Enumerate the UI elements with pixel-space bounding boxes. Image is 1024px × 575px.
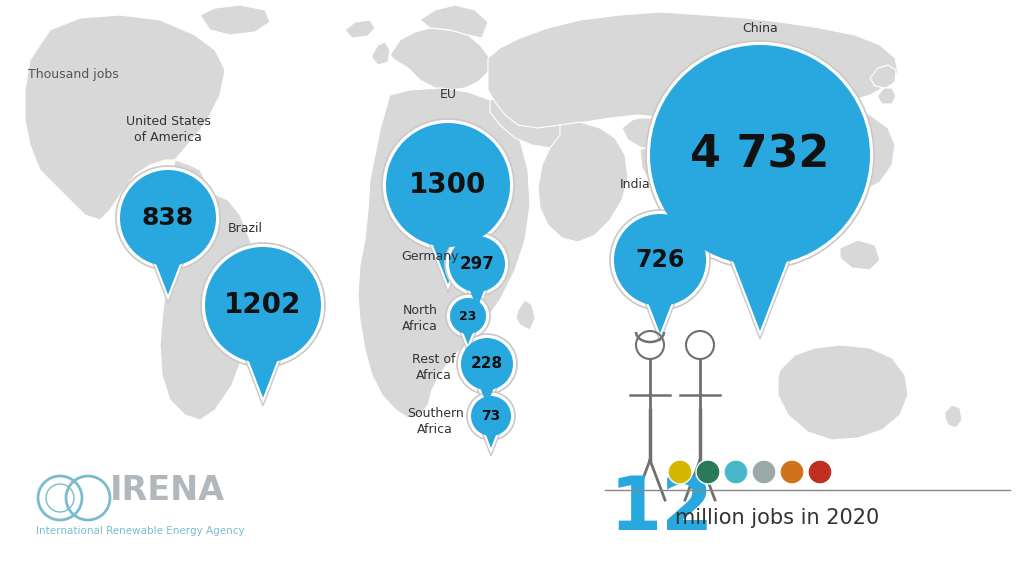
Polygon shape bbox=[471, 372, 503, 413]
Circle shape bbox=[386, 123, 510, 247]
Circle shape bbox=[120, 170, 216, 266]
Polygon shape bbox=[390, 28, 490, 90]
Text: International Renewable Energy Agency: International Renewable Energy Agency bbox=[36, 526, 245, 536]
Text: 838: 838 bbox=[142, 206, 195, 230]
Polygon shape bbox=[800, 108, 825, 138]
Text: 1202: 1202 bbox=[224, 291, 302, 319]
Text: IRENA: IRENA bbox=[110, 473, 225, 507]
Circle shape bbox=[446, 294, 490, 338]
Text: China: China bbox=[742, 22, 778, 35]
Polygon shape bbox=[818, 205, 848, 235]
Circle shape bbox=[382, 119, 514, 251]
Text: million jobs in 2020: million jobs in 2020 bbox=[675, 508, 880, 528]
Polygon shape bbox=[538, 122, 628, 242]
Text: 297: 297 bbox=[460, 255, 495, 273]
Polygon shape bbox=[141, 232, 195, 303]
Polygon shape bbox=[637, 274, 683, 334]
Circle shape bbox=[614, 214, 706, 306]
Text: 726: 726 bbox=[635, 248, 685, 272]
Polygon shape bbox=[200, 5, 270, 35]
Polygon shape bbox=[417, 204, 479, 284]
Circle shape bbox=[668, 460, 692, 484]
Polygon shape bbox=[778, 345, 908, 440]
Polygon shape bbox=[234, 323, 292, 398]
Polygon shape bbox=[372, 42, 390, 65]
Polygon shape bbox=[478, 422, 504, 456]
Circle shape bbox=[449, 236, 505, 292]
Polygon shape bbox=[456, 321, 480, 353]
Text: 23: 23 bbox=[460, 309, 477, 323]
Circle shape bbox=[696, 460, 720, 484]
Polygon shape bbox=[25, 15, 225, 220]
Polygon shape bbox=[414, 204, 482, 292]
Polygon shape bbox=[702, 188, 818, 339]
Circle shape bbox=[752, 460, 776, 484]
Text: EU: EU bbox=[439, 88, 457, 101]
Circle shape bbox=[445, 232, 509, 296]
Circle shape bbox=[457, 334, 517, 394]
Circle shape bbox=[116, 166, 220, 270]
Circle shape bbox=[201, 243, 325, 367]
Circle shape bbox=[808, 460, 831, 484]
Circle shape bbox=[467, 392, 515, 440]
Text: United States
of America: United States of America bbox=[126, 115, 211, 144]
Polygon shape bbox=[516, 300, 535, 330]
Text: Southern
Africa: Southern Africa bbox=[407, 407, 464, 436]
Polygon shape bbox=[622, 102, 895, 202]
Polygon shape bbox=[460, 273, 494, 317]
Circle shape bbox=[205, 247, 321, 363]
Text: 1300: 1300 bbox=[410, 171, 486, 199]
Polygon shape bbox=[870, 65, 896, 88]
Polygon shape bbox=[840, 240, 880, 270]
Text: Germany: Germany bbox=[401, 250, 459, 263]
Circle shape bbox=[610, 210, 710, 310]
Polygon shape bbox=[459, 321, 477, 345]
Circle shape bbox=[780, 460, 804, 484]
Text: North
Africa: North Africa bbox=[402, 304, 438, 333]
Polygon shape bbox=[144, 232, 193, 295]
Polygon shape bbox=[463, 273, 490, 309]
Polygon shape bbox=[878, 88, 896, 104]
Polygon shape bbox=[231, 323, 295, 406]
Circle shape bbox=[646, 41, 874, 269]
Polygon shape bbox=[705, 188, 815, 331]
Circle shape bbox=[461, 338, 513, 390]
Polygon shape bbox=[474, 372, 500, 405]
Polygon shape bbox=[420, 5, 488, 38]
Circle shape bbox=[650, 45, 870, 265]
Polygon shape bbox=[481, 422, 501, 448]
Text: Rest of
Africa: Rest of Africa bbox=[413, 353, 456, 382]
Text: Thousand jobs: Thousand jobs bbox=[28, 68, 119, 81]
Text: 228: 228 bbox=[471, 356, 503, 371]
Polygon shape bbox=[945, 405, 962, 428]
Circle shape bbox=[450, 298, 486, 334]
Text: India: India bbox=[620, 178, 650, 191]
Text: 73: 73 bbox=[481, 409, 501, 423]
Text: Brazil: Brazil bbox=[227, 222, 262, 235]
Circle shape bbox=[724, 460, 748, 484]
Polygon shape bbox=[172, 160, 205, 188]
Text: 4 732: 4 732 bbox=[690, 133, 829, 177]
Polygon shape bbox=[358, 88, 530, 418]
Polygon shape bbox=[640, 140, 740, 215]
Polygon shape bbox=[488, 12, 898, 128]
Text: 12: 12 bbox=[610, 473, 715, 546]
Polygon shape bbox=[490, 90, 572, 148]
Polygon shape bbox=[634, 274, 686, 342]
Polygon shape bbox=[345, 20, 375, 38]
Circle shape bbox=[471, 396, 511, 436]
Polygon shape bbox=[160, 192, 255, 420]
